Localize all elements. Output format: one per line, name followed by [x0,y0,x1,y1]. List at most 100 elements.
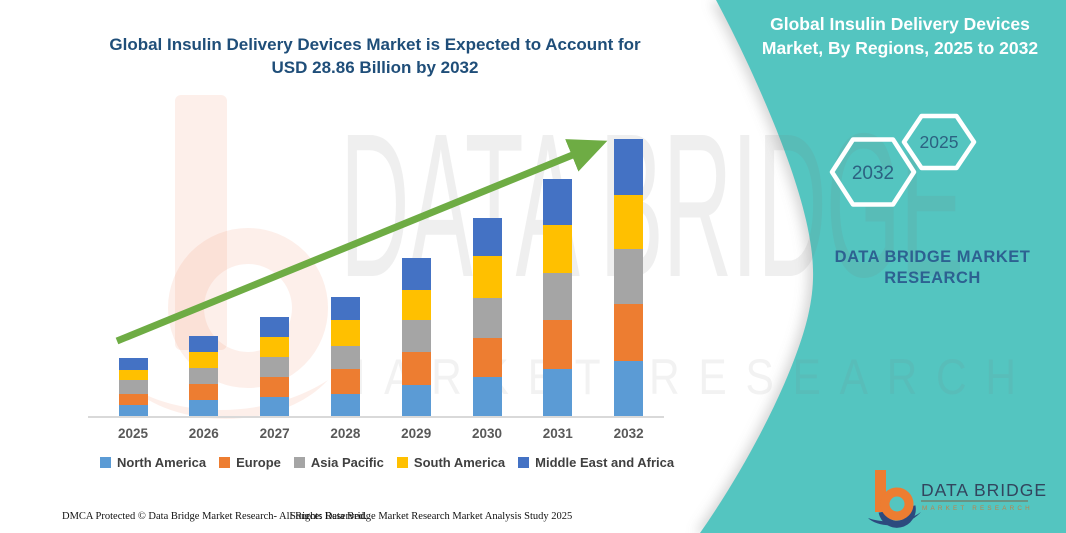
bar-segment-europe [472,337,502,378]
legend-label: South America [413,455,506,470]
bar-segment-asia-pacific [614,248,644,304]
data-bridge-logo: DATA BRIDGE MARKET RESEARCH [868,470,1047,528]
bar-segment-north-america [401,385,431,416]
x-tick-label: 2026 [188,426,219,441]
panel-title-line2: Market, By Regions, 2025 to 2032 [761,38,1039,58]
legend-item: Middle East and Africa [518,455,674,470]
bar-segment-south-america [472,256,502,298]
bar-segment-middle-east-and-africa [401,257,431,291]
x-tick-label: 2031 [542,426,573,441]
bar-segment-south-america [189,352,219,369]
bar-segment-north-america [330,393,360,416]
logo-tagline-text: MARKET RESEARCH [922,505,1033,512]
legend-swatch [293,457,305,468]
chart-title-line1: Global Insulin Delivery Devices Market i… [109,35,641,54]
bar-segment-europe [543,320,573,369]
teal-panel-path [700,0,1066,533]
bar-segment-north-america [543,368,573,416]
bar-segment-asia-pacific [472,297,502,338]
hexagon-2025-label: 2025 [920,132,959,152]
legend-label: Asia Pacific [310,455,384,470]
bar-segment-middle-east-and-africa [189,336,219,353]
x-tick-label: 2025 [117,426,149,441]
bar-segment-asia-pacific [260,357,290,378]
bar-segment-middle-east-and-africa [118,357,148,371]
bar-segment-north-america [614,360,644,416]
legend-item: Asia Pacific [293,455,384,470]
legend-item: Europe [219,455,281,470]
bar-segment-asia-pacific [189,368,219,385]
legend-item: South America [396,455,506,470]
chart-title: Global Insulin Delivery Devices Market i… [90,33,660,79]
bar-segment-europe [189,384,219,401]
bar-segment-europe [614,303,644,361]
bar-segment-europe [118,393,148,406]
hexagon-2032-label: 2032 [852,163,894,184]
bar-2032 [614,139,644,416]
legend-label: Europe [236,455,281,470]
bar-segment-middle-east-and-africa [472,217,502,257]
legend-swatch [396,457,408,468]
bar-segment-south-america [118,370,148,381]
bar-segment-north-america [260,397,290,416]
bar-segment-middle-east-and-africa [260,317,290,338]
bar-segment-south-america [614,194,644,249]
bar-2030 [472,217,502,416]
x-tick-label: 2030 [471,426,503,441]
brand-wordmark: DATA BRIDGE MARKET RESEARCH [770,247,1066,289]
panel-title: Global Insulin Delivery Devices Market, … [735,12,1065,60]
bar-2029 [401,257,431,416]
bar-2028 [330,297,360,416]
logo-b-bowl [880,487,914,521]
x-axis-labels: 2025 2026 2027 2028 2029 2030 2031 2032 [88,426,664,444]
bar-segment-europe [260,377,290,397]
legend-swatch [219,457,231,468]
brand-wordmark-line1: DATA BRIDGE MARKET [834,248,1031,266]
bar-segment-north-america [472,377,502,416]
x-tick-label: 2028 [330,426,361,441]
bar-segment-south-america [330,320,360,347]
bar-segment-asia-pacific [401,320,431,352]
footer-source-text: Source: Data Bridge Market Research Mark… [290,511,573,522]
bar-segment-asia-pacific [330,346,360,369]
logo-navy-swoosh [868,512,921,526]
x-tick-label: 2032 [613,426,644,441]
bar-segment-middle-east-and-africa [543,178,573,226]
bar-segment-south-america [543,225,573,274]
bar-segment-europe [330,368,360,394]
bar-segment-middle-east-and-africa [330,297,360,321]
bar-segment-asia-pacific [543,273,573,321]
footer-dmca-text: DMCA Protected © Data Bridge Market Rese… [62,511,367,522]
legend-swatch [100,457,111,468]
legend-swatch [518,457,530,468]
logo-navy-arc [878,505,916,528]
bar-2031 [543,178,573,416]
hexagon-badges: 2032 2025 [829,113,977,207]
hexagon-2025 [901,113,977,171]
bar-segment-asia-pacific [118,380,148,394]
x-tick-label: 2027 [259,426,290,441]
x-tick-label: 2029 [401,426,432,441]
bar-segment-europe [401,351,431,386]
panel-title-line1: Global Insulin Delivery Devices [770,14,1030,34]
legend-label: Middle East and Africa [535,455,675,470]
bar-segment-south-america [260,337,290,358]
brand-wordmark-line2: RESEARCH [884,269,981,287]
legend: North America Europe Asia Pacific South Ame… [100,455,700,470]
bar-segment-south-america [401,290,431,321]
bar-segment-north-america [118,405,148,416]
bar-segment-middle-east-and-africa [614,139,644,195]
plot-area [88,119,664,418]
logo-name-text: DATA BRIDGE [921,480,1047,500]
hexagon-2032 [829,137,917,207]
bar-segment-north-america [189,400,219,416]
legend-label: North America [117,455,207,470]
legend-item: North America [100,455,206,470]
chart-title-line2: USD 28.86 Billion by 2032 [271,58,479,77]
bar-2025 [118,357,148,416]
logo-b-stem [875,470,886,512]
bar-2026 [189,336,219,416]
bar-2027 [260,317,290,416]
